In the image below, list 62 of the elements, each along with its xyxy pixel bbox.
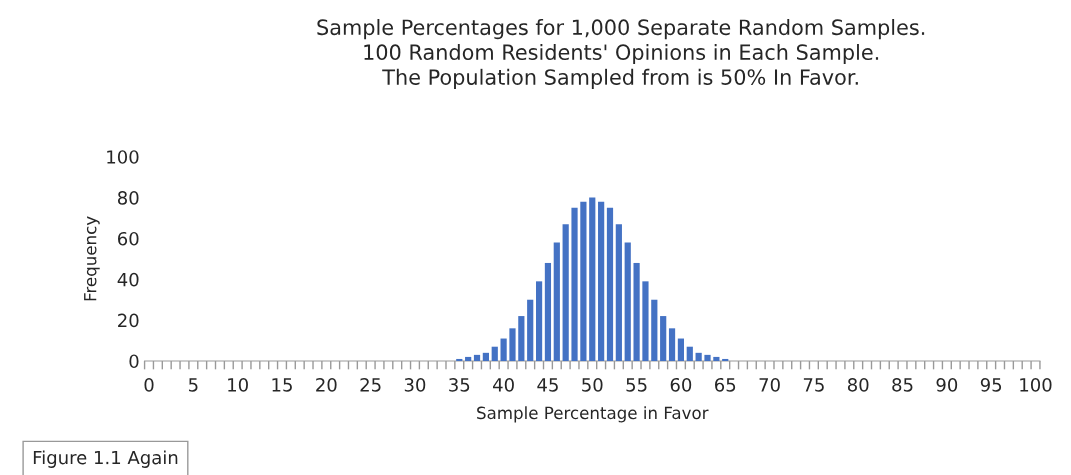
bar	[695, 352, 702, 361]
y-tick-label: 20	[118, 313, 139, 328]
x-tick-label: 40	[493, 377, 514, 392]
x-tick-label: 20	[316, 377, 337, 392]
x-tick-label: 65	[715, 377, 736, 392]
bar	[491, 346, 498, 361]
x-tick-label: 10	[228, 377, 248, 392]
bar	[562, 224, 569, 361]
bar	[527, 299, 534, 361]
x-tick-label: 70	[759, 377, 780, 392]
y-tick-label: 0	[129, 354, 139, 369]
chart-title: Sample Percentages for 1,000 Separate Random Samples. 100 Random Residents' Opinions in Each Sample. The Population Sampled from is 50% In Favor.	[317, 19, 925, 89]
bar	[686, 346, 693, 361]
x-tick-label: 5	[188, 378, 198, 392]
x-tick-label: 15	[272, 378, 292, 392]
bar	[668, 328, 676, 361]
bar	[509, 328, 516, 361]
bar	[651, 299, 658, 361]
x-tick-label: 30	[404, 377, 426, 392]
x-tick-label: 55	[626, 378, 647, 392]
x-tick-label: 0	[144, 377, 154, 392]
bar	[580, 201, 587, 361]
bar	[589, 197, 596, 361]
bar	[456, 358, 463, 361]
bar	[722, 358, 729, 361]
y-tick-label: 60	[118, 231, 139, 246]
bar	[598, 201, 605, 361]
bar	[473, 354, 481, 361]
x-tick-label: 85	[892, 377, 913, 392]
y-tick-label: 40	[117, 272, 139, 287]
x-tick-label: 35	[449, 377, 470, 392]
bar	[615, 224, 622, 361]
bar	[500, 338, 507, 361]
bar	[553, 242, 560, 361]
bar	[677, 338, 685, 361]
bar	[642, 281, 649, 361]
bar	[713, 356, 720, 361]
bar	[606, 207, 614, 361]
bar	[465, 356, 472, 361]
x-tick-label: 25	[360, 377, 381, 392]
x-tick-label: 80	[847, 377, 869, 392]
bar	[535, 281, 543, 361]
bar	[544, 262, 552, 361]
bar	[704, 354, 711, 361]
bar	[633, 262, 640, 361]
x-tick-label: 60	[670, 377, 692, 392]
x-tick-label: 50	[582, 377, 603, 392]
bar	[660, 316, 667, 361]
x-tick-label: 95	[980, 377, 1002, 392]
bar	[571, 207, 578, 361]
x-tick-label: 45	[537, 378, 558, 392]
y-axis-title: Frequency	[84, 216, 100, 301]
bar	[518, 316, 525, 361]
x-tick-label: 90	[936, 377, 958, 392]
y-tick-label: 80	[117, 191, 139, 205]
bar	[482, 352, 489, 361]
y-tick-label: 100	[107, 150, 139, 164]
bar	[624, 242, 631, 361]
x-axis-title: Sample Percentage in Favor	[477, 406, 709, 423]
caption: Figure 1.1 Again	[33, 450, 178, 468]
x-tick-label: 75	[803, 378, 824, 392]
x-tick-label: 100	[1020, 377, 1052, 392]
